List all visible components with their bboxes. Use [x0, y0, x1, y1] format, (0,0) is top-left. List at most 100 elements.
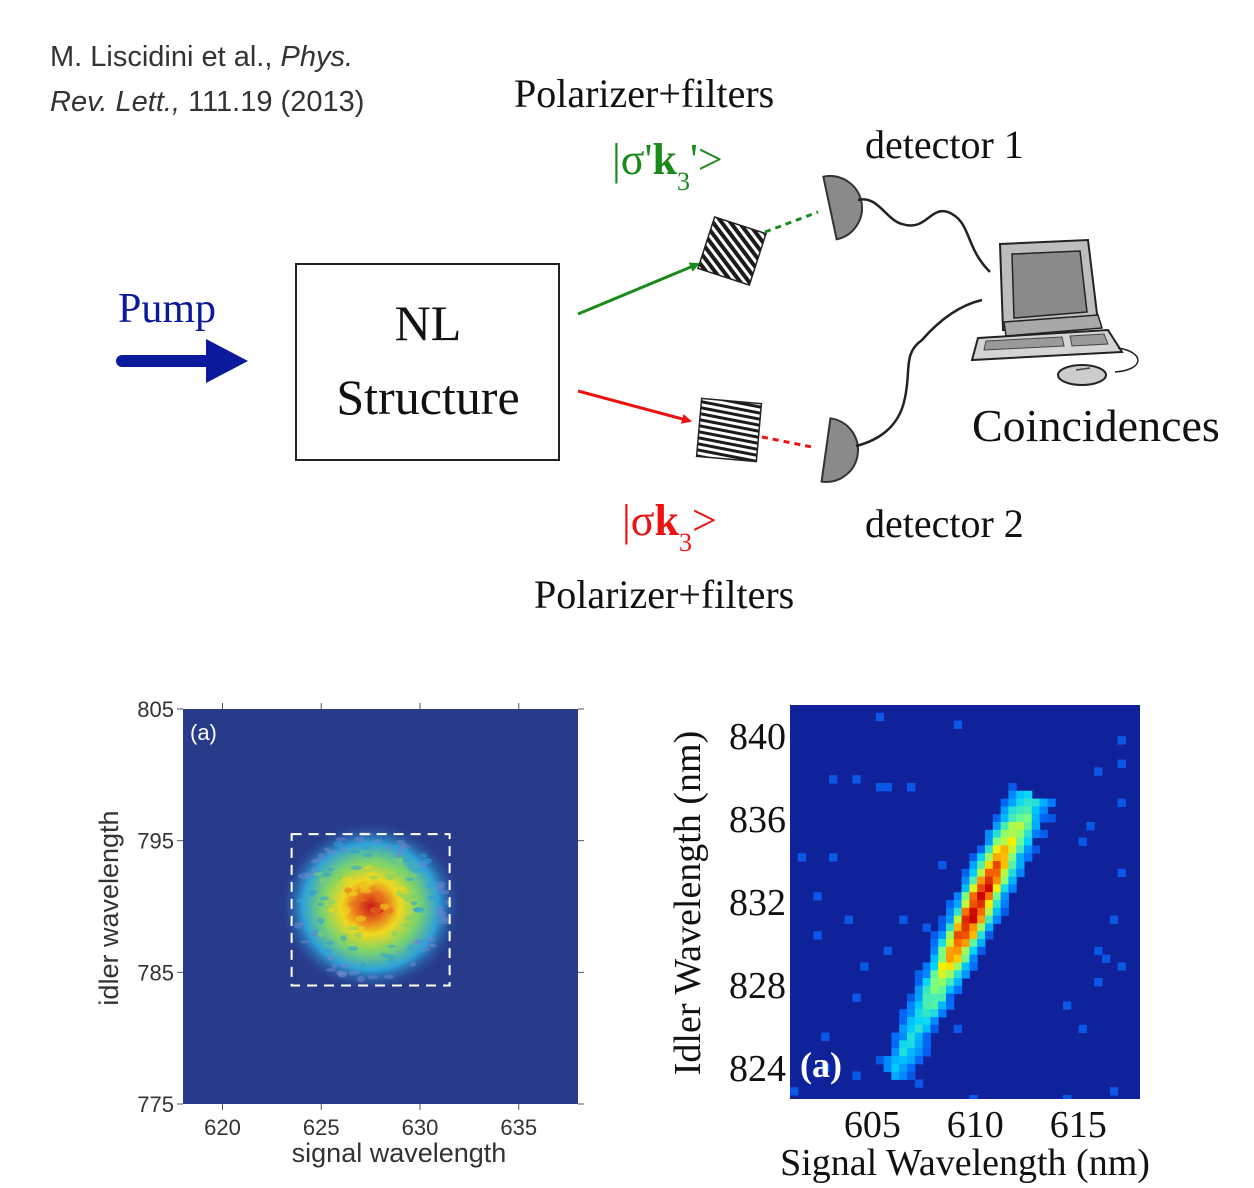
plot-right-noise-cell [875, 783, 885, 792]
plot-right-cell [1000, 829, 1009, 839]
plot-left-speckle [386, 958, 396, 964]
plot-left-speckle [357, 975, 365, 983]
plot-right-ytick-label: 836 [729, 799, 786, 841]
plot-left-speckle [304, 872, 315, 877]
plot-left-speckle [319, 896, 329, 901]
plot-left-speckle [311, 867, 318, 874]
plot-right-cell [953, 915, 963, 924]
plot-right-cell [1008, 814, 1017, 823]
plot-right-cell [992, 853, 1002, 862]
plot-right-noise-cell [844, 915, 853, 924]
plot-left-xlabel: signal wavelength [292, 1138, 507, 1168]
plot-right-cell [946, 915, 955, 924]
plot-right-noise-cell [1094, 767, 1103, 776]
plot-left-speckle [300, 940, 311, 944]
plot-left-speckle [363, 853, 373, 858]
plot-left-speckle [382, 943, 391, 949]
plot-right-cell [891, 1032, 900, 1041]
detector-2-cable [855, 298, 983, 448]
bottom-beam-arrow [577, 389, 692, 424]
plot-right-cell [985, 900, 994, 909]
plot-right-cell [930, 978, 939, 987]
plot-right-cell [907, 1001, 916, 1010]
plot-right-cell [899, 1040, 908, 1049]
plot-right-cell [930, 931, 939, 940]
plot-right-cell [1016, 868, 1025, 878]
plot-left-speckle [341, 867, 352, 872]
plot-right-cell [953, 978, 963, 987]
plot-left-speckle [328, 906, 335, 913]
plot-left-speckle [398, 842, 408, 847]
plot-right-cell [1000, 798, 1009, 807]
plot-right-cell [961, 915, 970, 924]
pump-arrow [116, 339, 248, 383]
plot-left-speckle [372, 838, 383, 844]
plot-left-speckle [400, 848, 409, 854]
plot-right-cell [1024, 829, 1033, 839]
plot-left-speckle [347, 926, 360, 931]
plot-left-speckle [397, 864, 409, 872]
plot-left-panel-label: (a) [190, 720, 217, 745]
plot-right-cell [1000, 884, 1009, 893]
plot-right-cell [914, 1056, 924, 1065]
plot-right-cell [938, 970, 947, 979]
plot-right-cell [977, 923, 986, 932]
top-dashed-path [764, 210, 819, 234]
plot-left-speckle [402, 857, 412, 863]
plot-left-speckle [335, 837, 347, 841]
plot-right-cell [899, 1024, 908, 1034]
plot-right-cell [1008, 790, 1017, 800]
plot-right-cell [992, 845, 1002, 854]
plot-right-cell [891, 1056, 900, 1065]
plot-left-speckle [411, 913, 424, 918]
plot-right-cell [946, 978, 955, 987]
plot-left-speckle [395, 857, 404, 864]
plot-right-cell [1000, 892, 1009, 901]
plot-right-cell [977, 946, 986, 956]
plot-right-cell [992, 907, 1002, 917]
plot-right-cell [938, 946, 947, 956]
plot-right-cell [969, 884, 978, 893]
plot-left-speckle [333, 840, 344, 848]
plot-right-ylabel: Idler Wavelength (nm) [667, 731, 709, 1075]
plot-right-cell [985, 884, 994, 893]
plot-left-speckle [348, 901, 358, 907]
plot-left-speckle [326, 899, 337, 905]
plot-right-ytick-label: 828 [729, 965, 786, 1007]
plot-right-cell [938, 939, 947, 948]
plot-right-cell [992, 915, 1002, 924]
plot-right-cell [961, 907, 970, 917]
plot-right-noise-cell [1117, 868, 1126, 878]
plot-left-speckle [371, 857, 384, 864]
plot-right-cell [1008, 861, 1017, 870]
plot-right-noise-cell [1063, 1095, 1072, 1099]
plot-right-cell [985, 837, 994, 846]
plot-right-cell [961, 939, 970, 948]
plot-right-cell [938, 1001, 947, 1010]
plot-left-speckle [335, 874, 343, 881]
plot-left-speckle [435, 881, 446, 888]
plot-right-cell [953, 946, 963, 956]
plot-left-ytick-label: 795 [137, 829, 174, 854]
plot-right-cell [922, 1032, 931, 1041]
plot-right-noise-cell [883, 783, 892, 792]
plot-left-speckle [407, 944, 415, 951]
plot-right-noise-cell [1117, 736, 1126, 745]
plot-right-cell [907, 1009, 916, 1018]
plot-right-cell [1000, 814, 1009, 823]
plot-right-cell [961, 900, 970, 909]
plot-right-noise-cell [1094, 946, 1103, 956]
plot-right-cell [1000, 822, 1009, 831]
plot-right-cell [1031, 829, 1041, 839]
plot-left-speckle [434, 905, 444, 912]
plot-left-speckle [424, 937, 436, 942]
plot-right-noise-cell [1117, 962, 1126, 971]
plot-left-speckle [316, 944, 323, 948]
plot-right-noise-cell [1102, 954, 1111, 963]
plot-right-cell [992, 837, 1002, 846]
plot-left-speckle [367, 871, 379, 877]
plot-right-cell [938, 1009, 947, 1018]
plot-right-noise-cell [829, 853, 838, 862]
plot-right-cell [953, 923, 963, 932]
plot-right-cell [953, 939, 963, 948]
